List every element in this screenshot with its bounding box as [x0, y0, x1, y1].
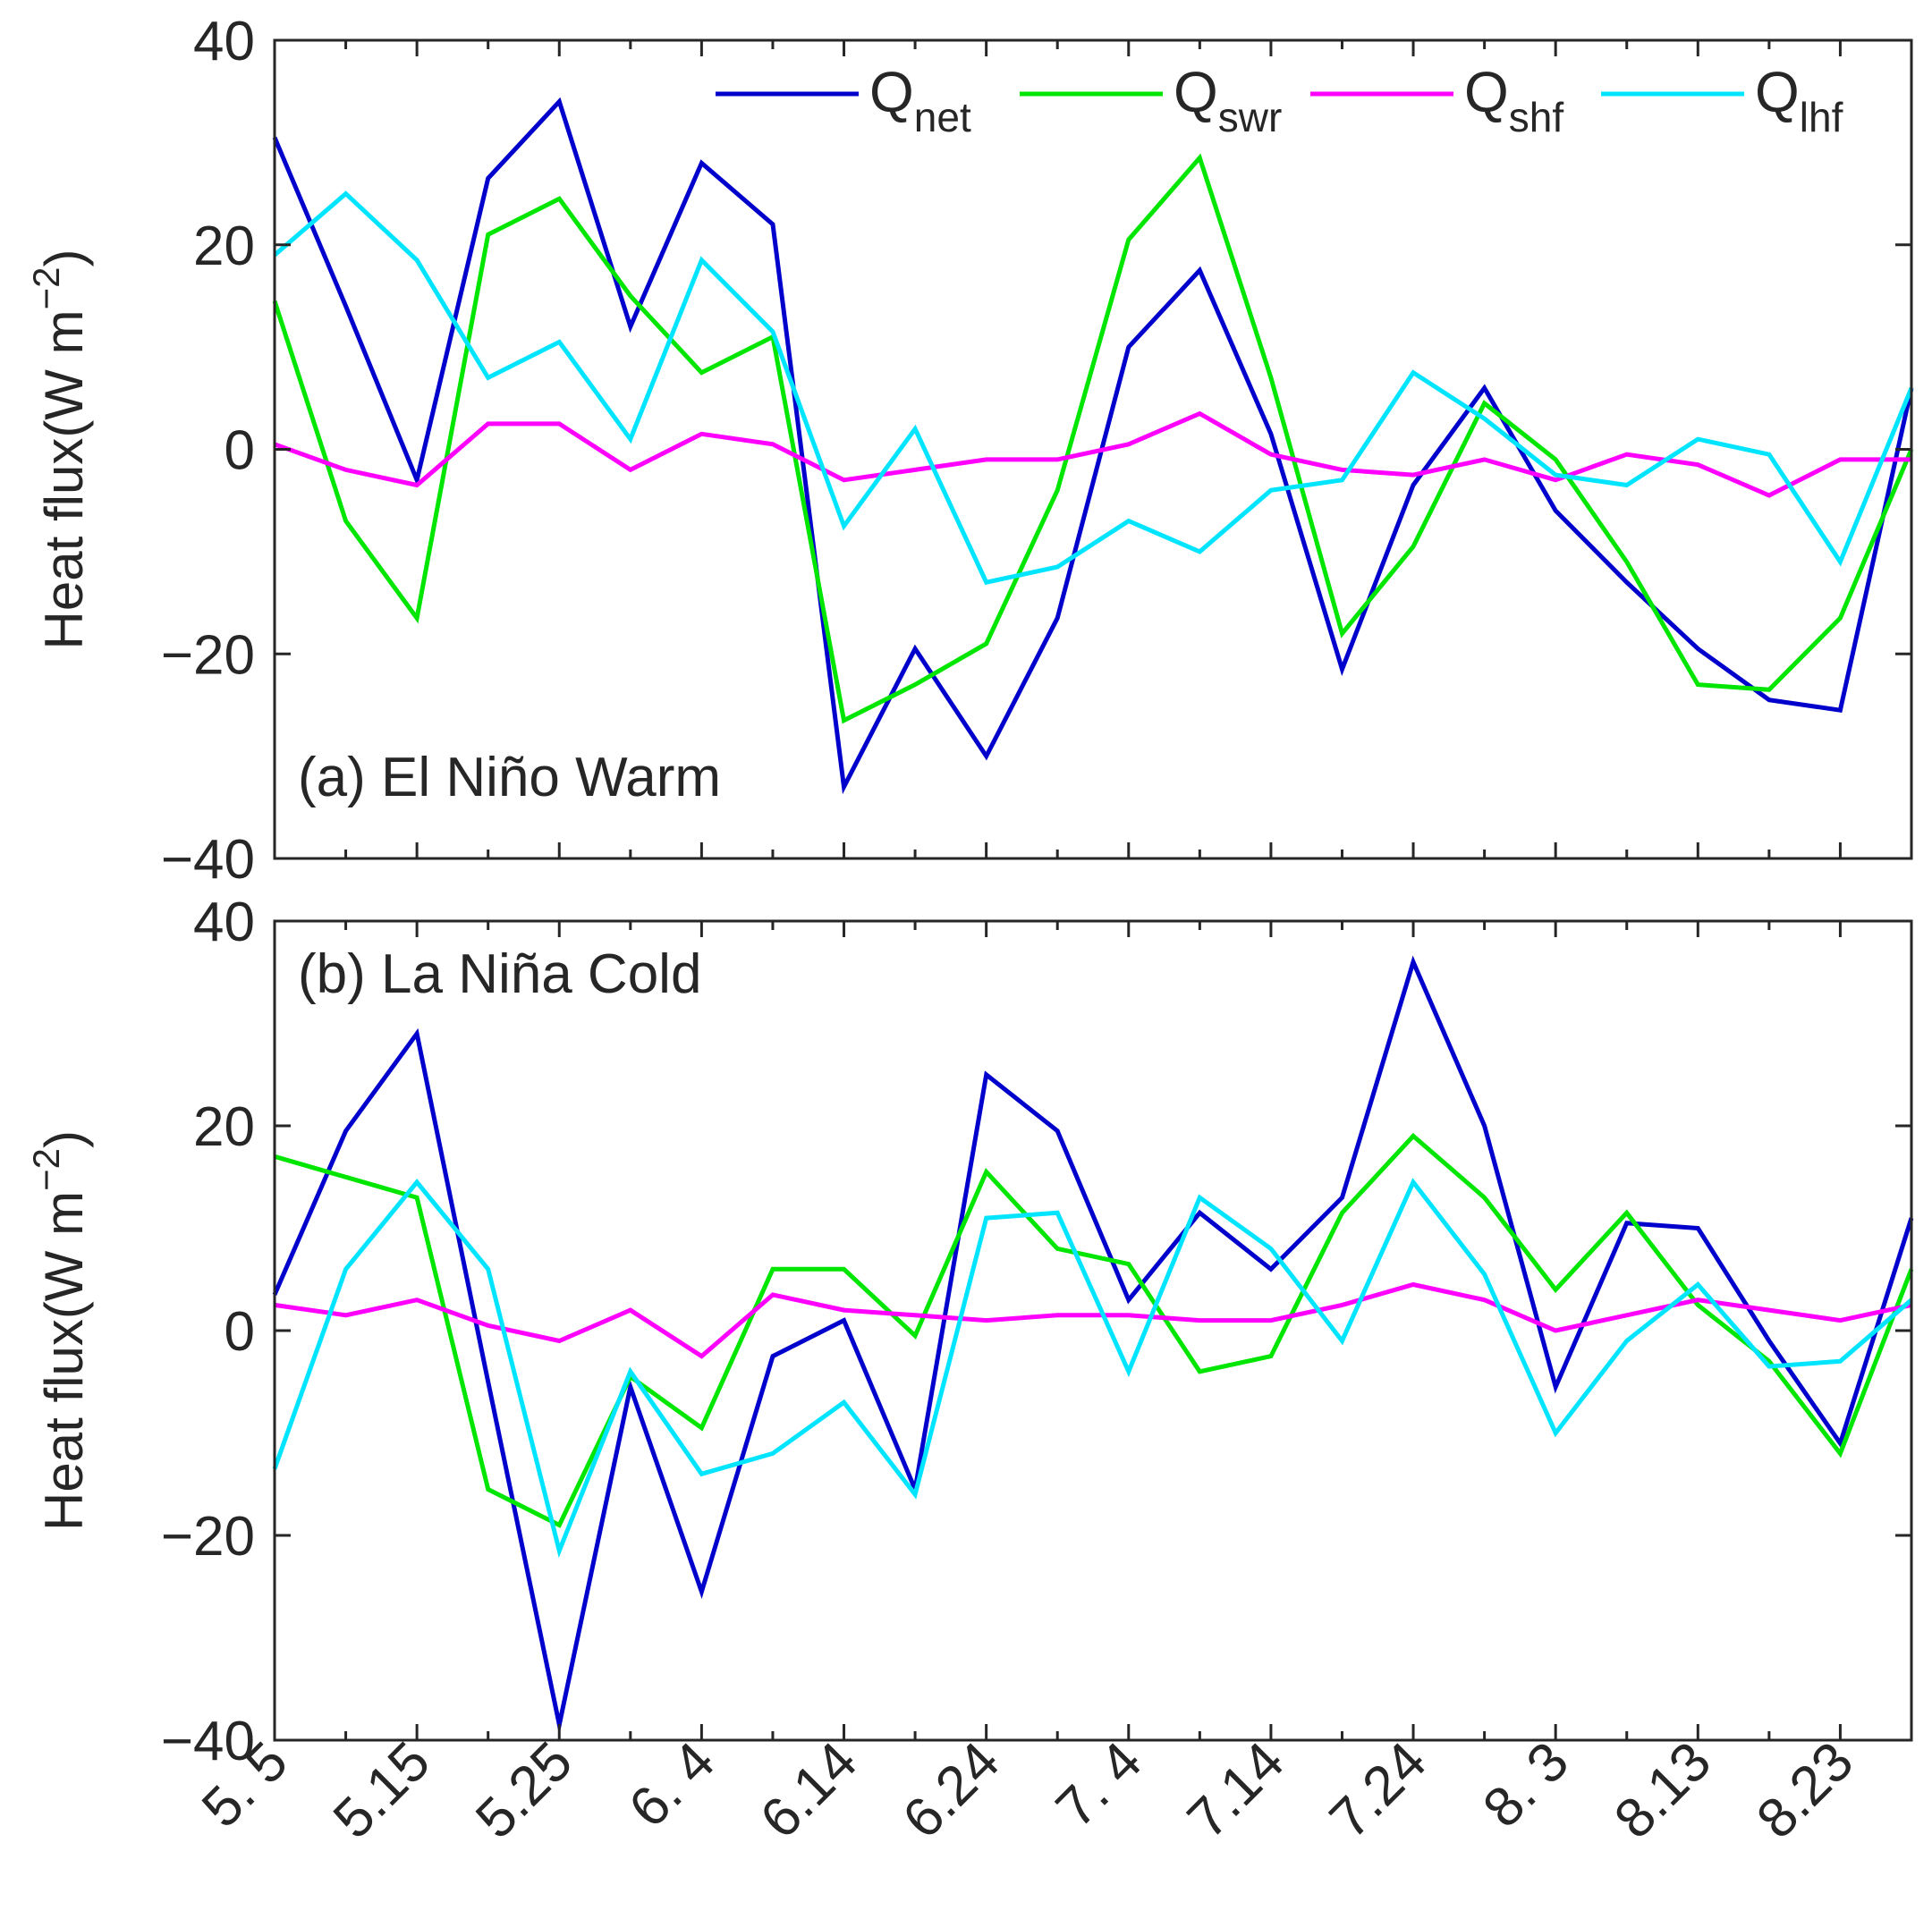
x-tick-label: 7.24 [1318, 1730, 1438, 1850]
legend-label-subscript: shf [1509, 94, 1564, 140]
x-tick-label: 8.13 [1603, 1730, 1723, 1850]
panel-title: (a) El Niño Warm [298, 747, 721, 808]
y-axis-label-close: ) [34, 249, 94, 267]
panel-title: (b) La Niña Cold [298, 943, 701, 1005]
x-tick-labels: 5. 5 5.15 5.25 6. 4 6.14 6.24 7. 4 7.14 7.24 8. 3… [191, 1730, 1865, 1850]
series-line-net [272, 97, 1914, 795]
legend-label-swr: Qswr [1174, 60, 1282, 140]
legend-label-subscript: swr [1218, 94, 1283, 140]
series-line-lhf [272, 1178, 1913, 1559]
x-tick-label: 6.24 [891, 1730, 1011, 1850]
legend-label-net: Qnet [869, 60, 971, 140]
x-tick-label: 8. 3 [1471, 1730, 1580, 1839]
y-axis-label-main: Heat flux(W m [34, 309, 94, 649]
y-axis-label-main: Heat flux(W m [34, 1191, 94, 1531]
x-tick-label: 5.25 [464, 1730, 584, 1850]
panel-a: 40 20 0 −20 −40 (a) El Niño Warm Heat flux(W m… [25, 11, 1914, 891]
legend-label-base: Q [1174, 60, 1218, 124]
panel-b: 40 20 0 −20 −40 (b) La Niña Cold Heat flux(W m… [25, 892, 1914, 1772]
series-line-lhf [273, 190, 1914, 586]
y-tick-label: −20 [161, 1506, 255, 1568]
y-tick-label: −40 [161, 829, 255, 891]
series-line-swr [274, 1132, 1914, 1528]
series-line-shf [274, 1281, 1912, 1359]
legend-label-base: Q [1464, 60, 1509, 124]
series-line-swr [272, 153, 1914, 724]
y-axis-label: Heat flux(W m−2) [25, 1130, 94, 1531]
series-line-shf [274, 410, 1911, 498]
y-axis-label-superscript: −2 [25, 267, 67, 310]
y-tick-label: 20 [193, 216, 255, 277]
legend-label-base: Q [1755, 60, 1800, 124]
y-tick-label: −40 [161, 1711, 255, 1772]
x-tick-label: 6.14 [749, 1730, 869, 1850]
series-line-net [272, 955, 1914, 1737]
legend-label-base: Q [869, 60, 914, 124]
y-axis-label-close: ) [34, 1130, 94, 1148]
x-tick-label: 7. 4 [1045, 1730, 1154, 1839]
y-tick-label: −20 [161, 624, 255, 686]
axes-box [273, 38, 1913, 860]
y-tick-label: 20 [193, 1096, 255, 1158]
legend-label-subscript: net [914, 94, 971, 140]
legend-label-shf: Qshf [1464, 60, 1563, 140]
x-tick-label: 7.14 [1176, 1730, 1296, 1850]
y-axis-label-superscript: −2 [25, 1148, 67, 1191]
legend-label-lhf: Qlhf [1755, 60, 1843, 140]
y-tick-label: 40 [193, 11, 255, 72]
x-tick-label: 8.23 [1745, 1730, 1865, 1850]
legend-label-subscript: lhf [1800, 94, 1843, 140]
legend: Qnet Qswr Qshf Qlhf [716, 60, 1843, 140]
y-tick-label: 0 [225, 420, 255, 482]
x-tick-label: 6. 4 [617, 1730, 726, 1839]
y-tick-label: 0 [225, 1301, 255, 1363]
y-axis-label: Heat flux(W m−2) [25, 249, 94, 650]
y-tick-label: 40 [193, 892, 255, 953]
x-tick-label: 5.15 [322, 1730, 442, 1850]
